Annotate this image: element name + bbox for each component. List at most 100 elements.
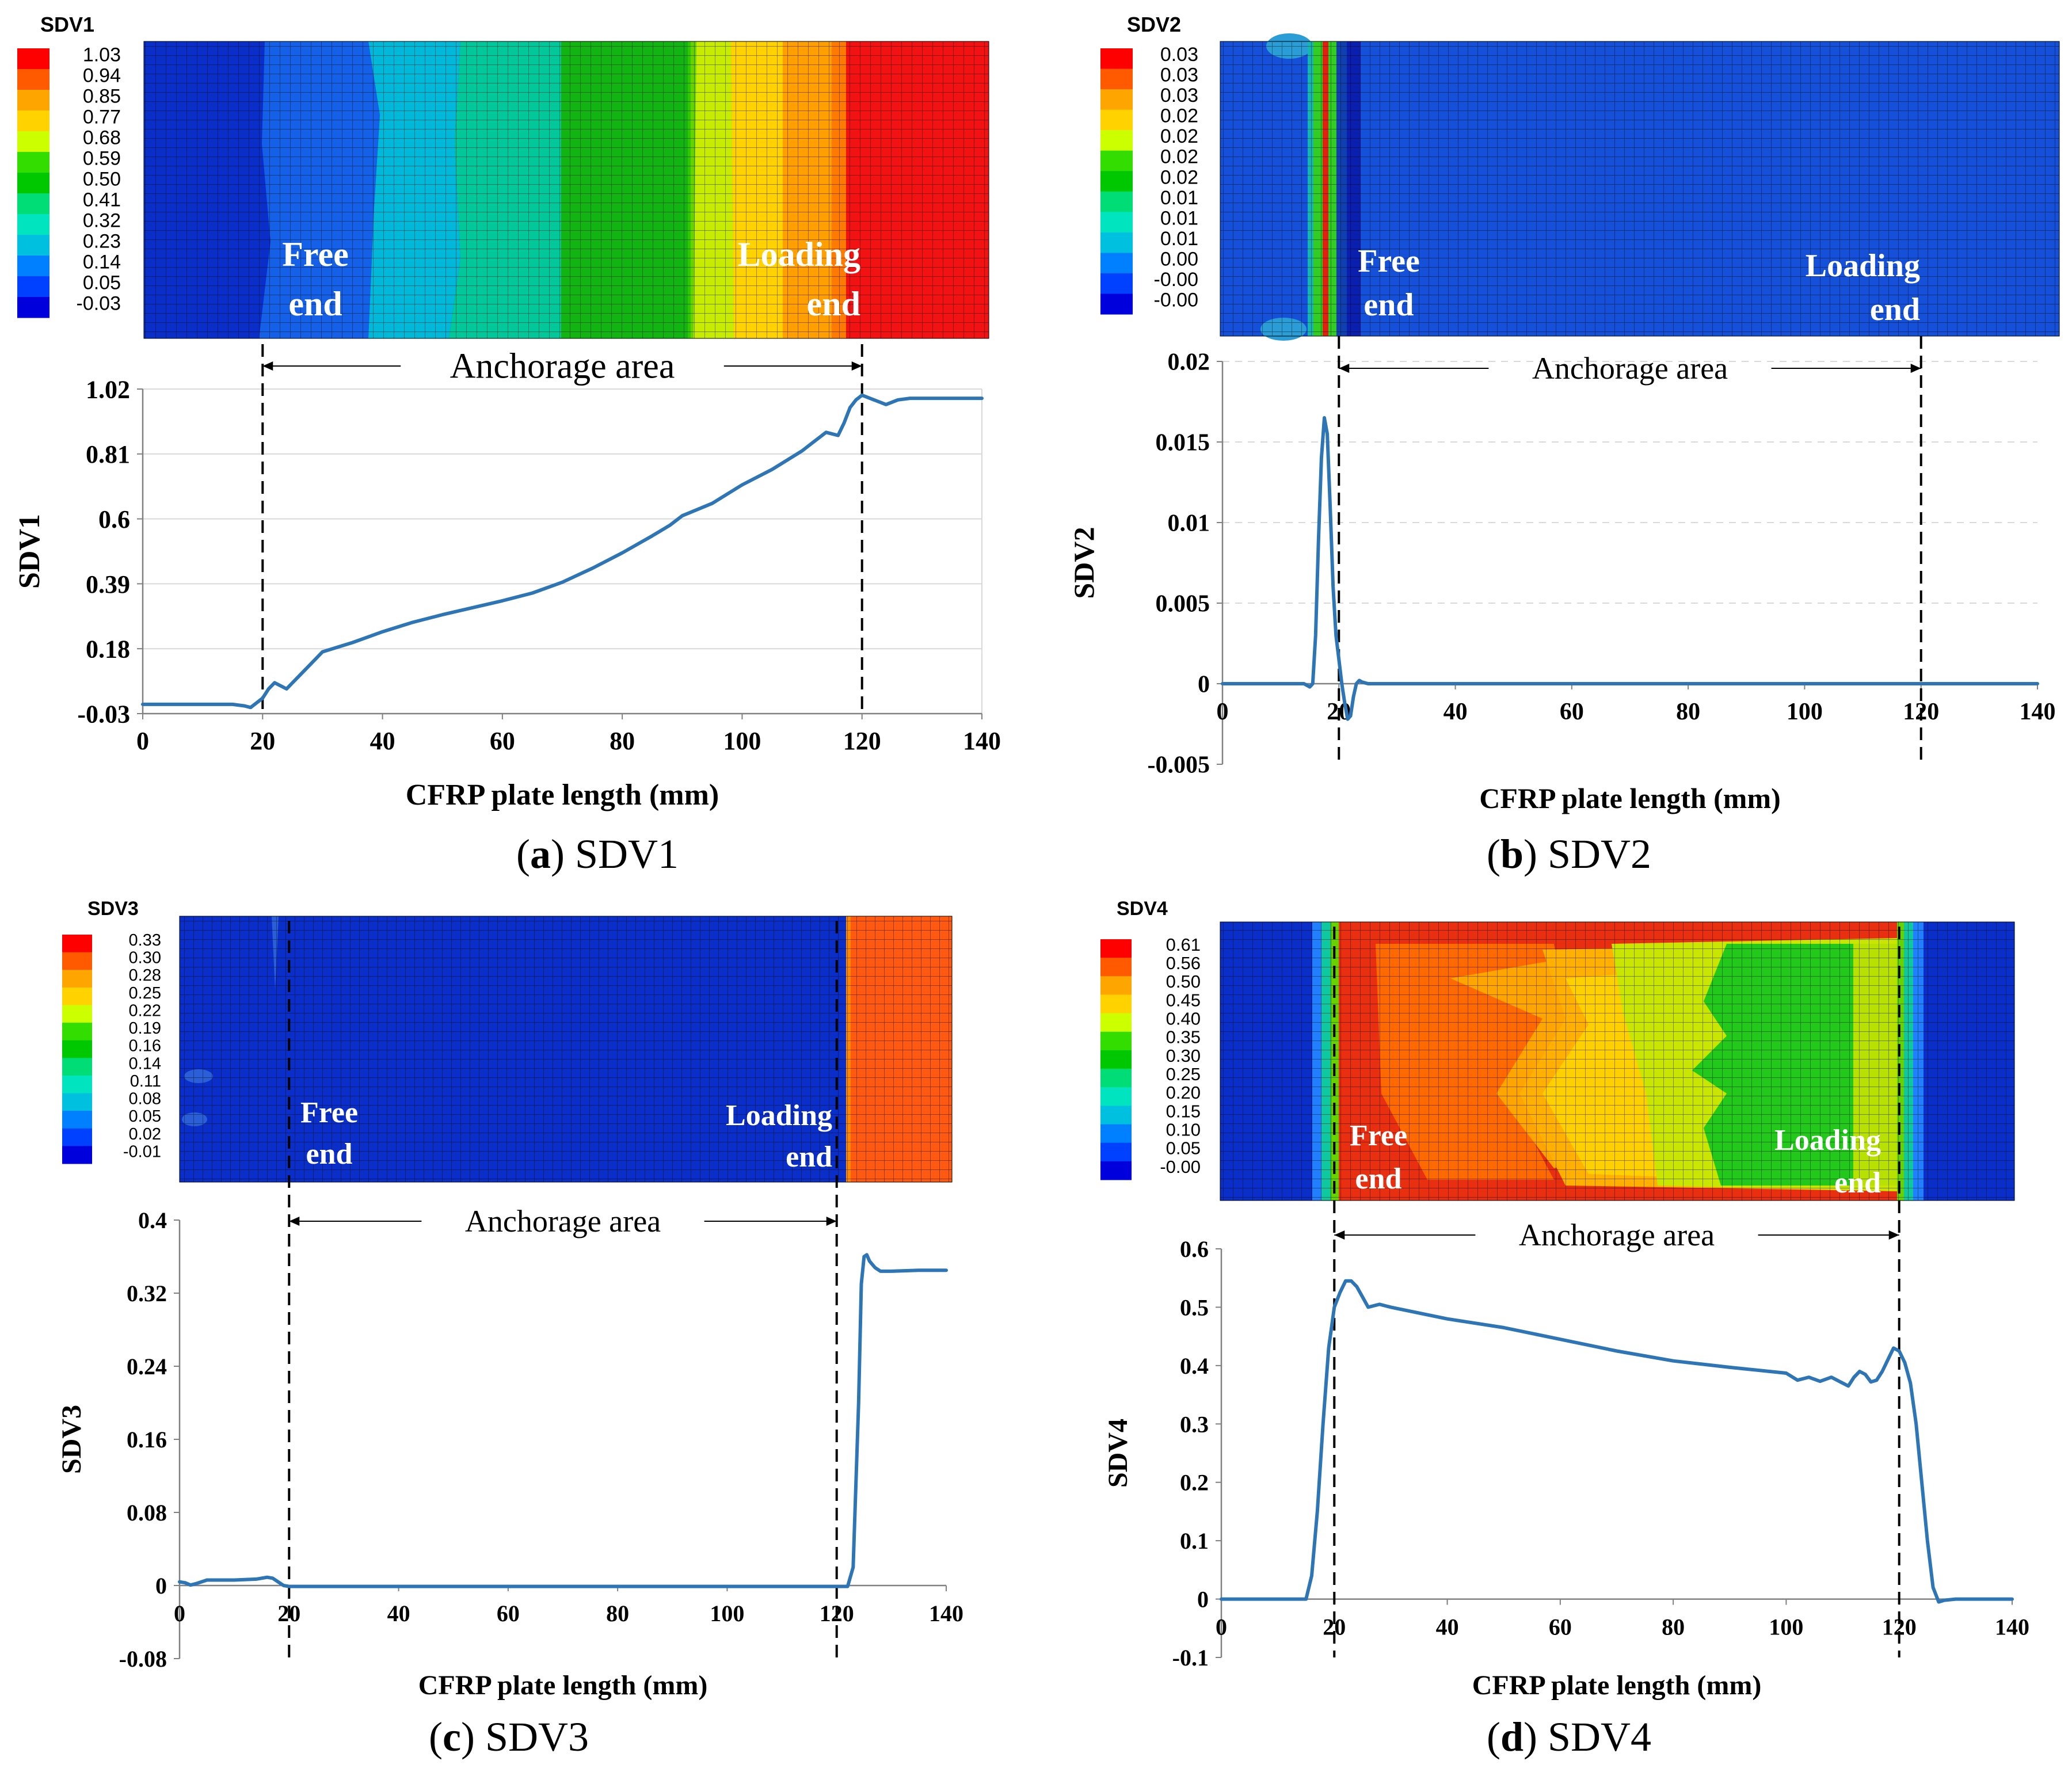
legend-swatch [1100,212,1133,233]
legend-swatch [1100,1161,1132,1180]
legend-swatch [62,987,92,1005]
contour-map-a: Free end Loading end [143,41,989,339]
legend-swatch [1100,130,1133,151]
legend-swatch [1100,171,1133,192]
y-tick-label: -0.1 [1172,1645,1209,1671]
legend-swatch [62,1111,92,1129]
legend-value: 0.01 [1160,228,1198,250]
legend-swatch [1100,232,1133,253]
legend-value: 0.03 [1160,44,1198,66]
legend-swatch [62,1128,92,1146]
legend-swatch [1100,150,1133,171]
loading-end-line1-b: Loading [1806,248,1920,284]
x-tick-label: 140 [929,1600,963,1626]
legend-value: 0.11 [130,1072,161,1091]
legend-value: 0.02 [1160,105,1198,127]
arrowhead-left [1334,1230,1345,1240]
svg-text:(d) SDV4: (d) SDV4 [1487,1714,1651,1760]
legend-value: 0.23 [83,230,121,252]
legend-value: -0.01 [123,1142,161,1161]
legend-value: 0.50 [1166,971,1201,992]
x-tick-label: 80 [1662,1614,1685,1640]
legend-swatch [1100,1031,1132,1051]
legend-swatch [1100,1142,1132,1162]
free-end-line2-b: end [1363,287,1414,323]
x-tick-label: 80 [610,727,635,755]
legend-value: 0.03 [1160,85,1198,106]
legend-value: 0.68 [83,127,121,148]
y-tick-label: 0.4 [138,1207,167,1233]
y-tick-label: 0.16 [127,1427,167,1453]
contour-label-b: SDV2 [1127,13,1181,36]
svg-text:(c) SDV3: (c) SDV3 [429,1714,589,1760]
arrowhead-right [1888,1230,1899,1240]
legend-swatch [17,193,49,215]
y-tick-label: -0.005 [1148,752,1210,779]
legend-value: 0.85 [83,85,121,107]
contour-legend-d: 0.610.560.500.450.400.350.300.250.200.15… [1100,935,1201,1180]
caption-letter-d: d [1500,1714,1523,1760]
loading-end-line1-a: Loading [738,235,860,273]
legend-value: 0.25 [129,984,161,1003]
x-tick-label: 40 [1436,1614,1459,1640]
legend-value: 0.22 [129,1001,161,1020]
legend-swatch [1100,68,1133,90]
legend-value: 0.03 [1160,64,1198,86]
y-tick-label: 0.6 [1180,1236,1209,1262]
free-end-line2-a: end [288,285,342,323]
y-tick-label: 0.005 [1156,591,1210,618]
series-line-sdv4 [1220,1279,2014,1604]
caption-c: (c) SDV3 [429,1714,589,1760]
legend-value: 0.30 [1166,1046,1201,1066]
legend-swatch [1100,273,1133,294]
y-tick-label: -0.03 [77,700,130,728]
x-tick-label: 60 [1560,699,1584,725]
series-line-sdv1 [141,393,984,710]
x-tick-label: 60 [497,1600,520,1626]
legend-value: 0.05 [129,1107,161,1126]
legend-swatch [62,1058,92,1076]
anchorage-area-label: Anchorage area [465,1204,661,1238]
y-tick-label: 0.08 [127,1500,167,1526]
legend-value: 0.05 [83,272,121,294]
legend-value: 0.77 [83,106,121,128]
y-tick-label: 0 [155,1573,167,1599]
legend-swatch [1100,1124,1132,1144]
y-tick-label: 0.6 [98,505,130,533]
legend-swatch [17,214,49,235]
legend-swatch [62,1023,92,1041]
legend-swatch [17,256,49,277]
legend-swatch [17,276,49,298]
legend-value: -0.00 [1154,269,1199,291]
caption-text-b: SDV2 [1548,831,1651,877]
legend-swatch [1100,109,1133,131]
legend-swatch [1100,1050,1132,1069]
loading-end-label-d: Loading end [1774,1124,1881,1199]
legend-value: 0.45 [1166,990,1201,1010]
legend-swatch [62,952,92,970]
free-end-line2-d: end [1355,1163,1402,1195]
contour-map-c: Free end Loading end [179,916,953,1183]
free-end-label-b: Free end [1358,243,1420,323]
contour-label-c: SDV3 [87,898,139,920]
legend-swatch [62,970,92,988]
arrowhead-left [262,361,273,371]
panel-d: SDV4 0.610.560.500.450.400.350.300.250.2… [1100,898,2029,1760]
caption-text-a: SDV1 [575,831,679,877]
legend-swatch [17,69,49,90]
y-tick-label: 0 [1197,1587,1209,1613]
x-tick-label: 40 [387,1600,410,1626]
y-axis-title: SDV3 [56,1405,87,1474]
x-tick-label: 100 [1787,699,1823,725]
line-chart-d: -0.100.10.20.30.40.50.60 20 40 60 80 100 120 14… [1103,927,2029,1701]
caption-text-c: SDV3 [485,1714,589,1760]
contour-label-d: SDV4 [1117,898,1168,920]
line-chart-a: -0.03 0.18 0.39 0.6 0.81 1.02 0 20 40 60 80 100 120 1… [13,344,1001,811]
loading-end-line2-c: end [786,1141,832,1173]
x-tick-label: 100 [723,727,761,755]
panel-a: SDV1 1.030.940.850.770.680.590.500.410.3… [13,13,1001,877]
arrowhead-left [289,1217,300,1226]
caption-d: (d) SDV4 [1487,1714,1651,1760]
loading-end-label-a: Loading end [738,235,860,323]
free-end-label-a: Free end [282,235,348,323]
